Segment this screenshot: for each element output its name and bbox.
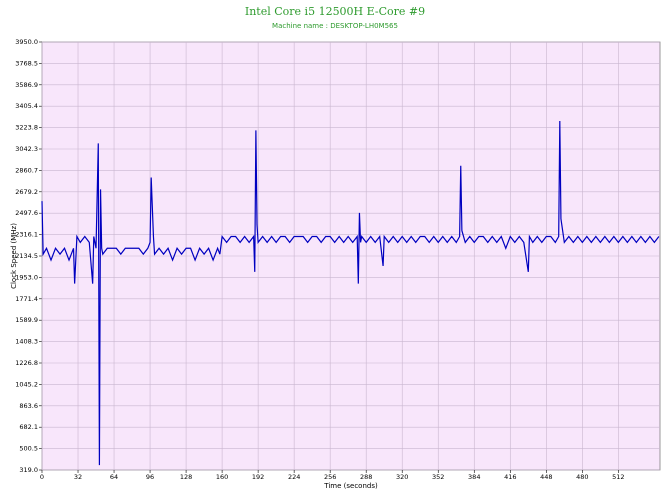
x-tick-label: 32 (74, 473, 82, 481)
y-tick-label: 3768.5 (15, 59, 38, 67)
x-tick-label: 448 (540, 473, 552, 481)
y-tick-label: 3586.9 (15, 81, 38, 89)
x-tick-label: 256 (324, 473, 336, 481)
chart-subtitle: Machine name : DESKTOP-LH0M565 (272, 22, 398, 30)
y-tick-label: 2860.7 (15, 166, 38, 174)
y-tick-label: 3223.8 (15, 124, 38, 132)
x-tick-label: 128 (180, 473, 192, 481)
y-tick-label: 1953.0 (15, 273, 38, 281)
y-tick-label: 1771.4 (15, 295, 38, 303)
x-tick-label: 96 (146, 473, 154, 481)
x-tick-label: 288 (360, 473, 372, 481)
y-tick-label: 2316.1 (15, 231, 38, 239)
x-tick-label: 480 (576, 473, 588, 481)
y-tick-label: 2497.6 (15, 209, 38, 217)
x-tick-label: 64 (110, 473, 118, 481)
x-tick-label: 160 (216, 473, 228, 481)
y-tick-label: 319.0 (19, 466, 38, 474)
y-tick-label: 1045.2 (15, 380, 38, 388)
chart-title: Intel Core i5 12500H E-Core #9 (245, 5, 425, 18)
x-tick-label: 512 (612, 473, 624, 481)
y-tick-label: 1408.3 (15, 338, 38, 346)
y-tick-label: 1226.8 (15, 359, 38, 367)
y-tick-label: 2134.5 (15, 252, 38, 260)
y-tick-label: 863.6 (19, 402, 38, 410)
y-tick-label: 500.5 (19, 445, 38, 453)
x-tick-label: 192 (252, 473, 264, 481)
y-tick-label: 682.1 (19, 423, 38, 431)
x-tick-label: 416 (504, 473, 516, 481)
y-tick-label: 1589.9 (15, 316, 38, 324)
y-tick-label: 3405.4 (15, 102, 38, 110)
x-tick-label: 384 (468, 473, 480, 481)
y-axis-label: Clock Speed (MHz) (10, 223, 18, 289)
y-tick-label: 2679.2 (15, 188, 38, 196)
x-tick-label: 320 (396, 473, 408, 481)
x-axis-label: Time (seconds) (323, 482, 378, 490)
x-tick-label: 352 (432, 473, 444, 481)
x-tick-label: 224 (288, 473, 300, 481)
data-line (41, 120, 660, 466)
y-tick-label: 3950.0 (15, 38, 38, 46)
y-tick-label: 3042.3 (15, 145, 38, 153)
x-tick-label: 0 (40, 473, 44, 481)
